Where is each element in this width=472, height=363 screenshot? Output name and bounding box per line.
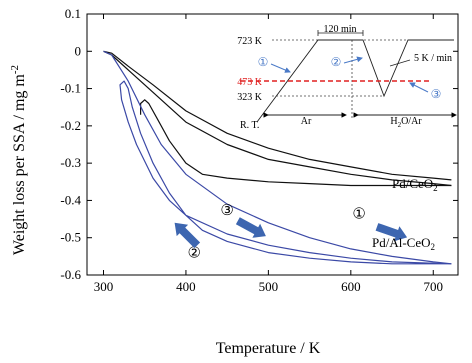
step-arrow: [235, 217, 266, 238]
series-pd-al-ceo2: [103, 50, 452, 265]
y-tick-label: 0.1: [65, 6, 81, 21]
x-tick-label: 600: [341, 279, 361, 294]
inset-temperature-profile: [256, 39, 454, 123]
label-pd-ceo2-sub: 2: [433, 183, 438, 193]
inset-h2o-label-rest: O/Ar: [401, 116, 422, 127]
inset-323-label: 323 K: [237, 92, 263, 103]
step-marker-2: ②: [174, 222, 201, 262]
x-tick-label: 500: [259, 279, 279, 294]
x-tick-label: 400: [176, 279, 196, 294]
series-line: [103, 50, 452, 181]
y-tick-label: -0.2: [60, 118, 81, 133]
inset-ar-label: Ar: [301, 116, 312, 127]
y-tick-label: -0.6: [60, 267, 81, 282]
inset-473-label: 473 K: [237, 77, 263, 88]
axis-ticks: 300 400 500 600 700 0.1 0 -0.1 -0.2 -0.3 -0.4 -0.5 -…: [60, 6, 458, 294]
step-marker-label: ②: [187, 246, 200, 262]
label-pd-al-ceo2-main: Pd/Al-CeO: [372, 235, 431, 250]
step-marker-label: ③: [220, 203, 233, 219]
inset-rate-label: 5 K / min: [414, 53, 452, 64]
plot-frame: [86, 13, 459, 276]
x-tick-label: 700: [424, 279, 444, 294]
inset-step3-arrow: [409, 82, 429, 93]
step-markers: ① ② ③: [174, 203, 408, 262]
inset-h2o-label-main: H: [390, 116, 397, 127]
y-tick-label: -0.3: [60, 155, 81, 170]
series-pd-ceo2: [103, 50, 452, 187]
label-pd-ceo2-main: Pd/CeO: [392, 176, 433, 191]
series-line: [140, 99, 452, 187]
step-arrow: [174, 222, 201, 249]
label-pd-al-ceo2-sub: 2: [431, 242, 436, 252]
inset-step2-label: ②: [331, 55, 342, 69]
step-marker-1: ①: [352, 206, 408, 242]
step-marker-label: ①: [352, 206, 365, 222]
y-axis-label-main: Weight loss per SSA / mg m: [11, 74, 28, 256]
x-axis-label: Temperature / K: [216, 340, 321, 357]
data-curves: [103, 50, 452, 265]
y-tick-label: -0.5: [60, 230, 81, 245]
y-tick-label: 0: [75, 43, 82, 58]
series-line: [119, 80, 452, 265]
x-tick-label: 300: [94, 279, 114, 294]
y-tick-label: -0.1: [60, 81, 81, 96]
y-axis-label: Weight loss per SSA / mg m-2: [9, 65, 28, 255]
label-pd-al-ceo2: Pd/Al-CeO2: [372, 235, 435, 252]
temperature-program-inset: 120 min 723 K 473 K 323 K R. T. 5 K / mi…: [237, 24, 457, 131]
y-tick-label: -0.4: [60, 192, 81, 207]
label-pd-ceo2: Pd/CeO2: [392, 176, 438, 193]
step-marker-3: ③: [220, 203, 266, 238]
inset-step1-arrow: [270, 63, 291, 73]
inset-h2o-label: H2O/Ar: [390, 116, 422, 129]
inset-h2o-label-sub: 2: [398, 121, 402, 129]
inset-ar-label-text: Ar: [301, 116, 312, 127]
series-line: [103, 50, 452, 265]
inset-step3-label: ③: [431, 87, 442, 101]
step-arrow: [375, 223, 408, 242]
y-axis-label-sup: -2: [9, 65, 21, 74]
inset-step1-label: ①: [258, 55, 269, 69]
inset-step2-arrow: [343, 56, 363, 64]
series-line: [103, 50, 452, 187]
inset-rate-pointer: [389, 59, 411, 67]
inset-rt-label: R. T.: [240, 120, 259, 131]
inset-723-label: 723 K: [237, 36, 263, 47]
inset-time-label: 120 min: [323, 24, 356, 35]
